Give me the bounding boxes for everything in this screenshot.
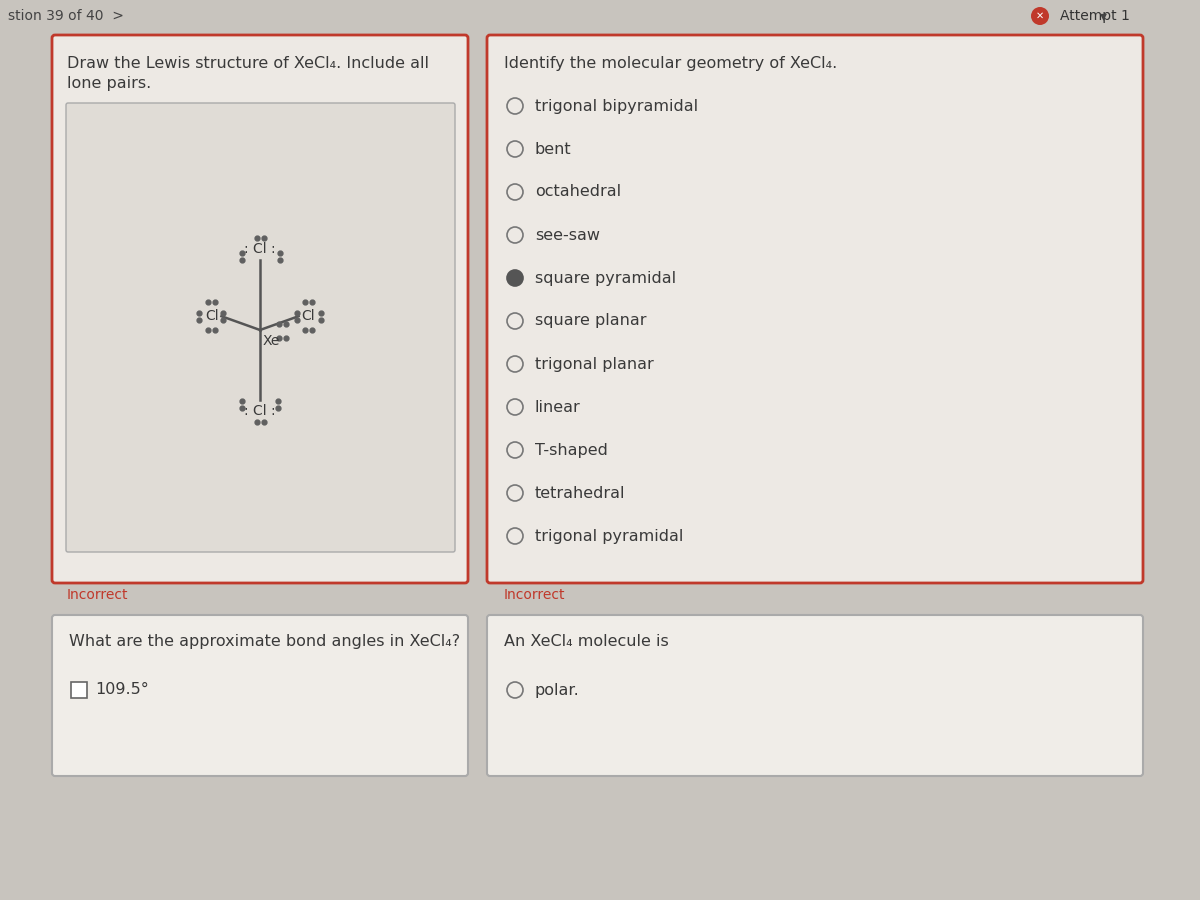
- Text: : Cl :: : Cl :: [244, 242, 276, 256]
- Text: Draw the Lewis structure of XeCl₄. Include all: Draw the Lewis structure of XeCl₄. Inclu…: [67, 56, 430, 71]
- Text: tetrahedral: tetrahedral: [535, 485, 625, 500]
- Circle shape: [508, 682, 523, 698]
- Text: ✕: ✕: [1036, 11, 1044, 21]
- Text: octahedral: octahedral: [535, 184, 622, 200]
- FancyBboxPatch shape: [487, 615, 1142, 776]
- Text: T-shaped: T-shaped: [535, 443, 608, 457]
- Text: An XeCl₄ molecule is: An XeCl₄ molecule is: [504, 634, 668, 649]
- Text: What are the approximate bond angles in XeCl₄?: What are the approximate bond angles in …: [70, 634, 460, 649]
- Text: 109.5°: 109.5°: [95, 682, 149, 698]
- Circle shape: [508, 141, 523, 157]
- FancyBboxPatch shape: [52, 615, 468, 776]
- Circle shape: [508, 356, 523, 372]
- Text: Cl: Cl: [205, 310, 218, 323]
- Text: Attempt 1: Attempt 1: [1060, 9, 1130, 23]
- Text: stion 39 of 40  >: stion 39 of 40 >: [8, 9, 124, 23]
- Text: linear: linear: [535, 400, 581, 415]
- Circle shape: [508, 227, 523, 243]
- FancyBboxPatch shape: [487, 35, 1142, 583]
- Circle shape: [508, 98, 523, 114]
- Text: Cl: Cl: [301, 310, 316, 323]
- Text: see-saw: see-saw: [535, 228, 600, 242]
- Text: lone pairs.: lone pairs.: [67, 76, 151, 91]
- Text: trigonal pyramidal: trigonal pyramidal: [535, 528, 683, 544]
- Text: square planar: square planar: [535, 313, 647, 328]
- FancyBboxPatch shape: [66, 103, 455, 552]
- Text: ▾: ▾: [1100, 9, 1108, 23]
- Circle shape: [1031, 7, 1049, 25]
- FancyBboxPatch shape: [52, 35, 468, 583]
- Circle shape: [508, 184, 523, 200]
- Text: trigonal bipyramidal: trigonal bipyramidal: [535, 98, 698, 113]
- Circle shape: [508, 399, 523, 415]
- Text: bent: bent: [535, 141, 571, 157]
- Circle shape: [508, 270, 523, 286]
- Circle shape: [508, 442, 523, 458]
- Text: Identify the molecular geometry of XeCl₄.: Identify the molecular geometry of XeCl₄…: [504, 56, 838, 71]
- Text: Xe: Xe: [263, 334, 281, 348]
- Text: trigonal planar: trigonal planar: [535, 356, 654, 372]
- Text: square pyramidal: square pyramidal: [535, 271, 676, 285]
- Bar: [71, 682, 88, 698]
- Circle shape: [508, 485, 523, 501]
- Text: Incorrect: Incorrect: [67, 588, 128, 602]
- Text: Incorrect: Incorrect: [504, 588, 565, 602]
- Bar: [0, 0, 1200, 32]
- Circle shape: [508, 313, 523, 329]
- Text: : Cl :: : Cl :: [244, 404, 276, 418]
- Circle shape: [508, 528, 523, 544]
- Text: polar.: polar.: [535, 682, 580, 698]
